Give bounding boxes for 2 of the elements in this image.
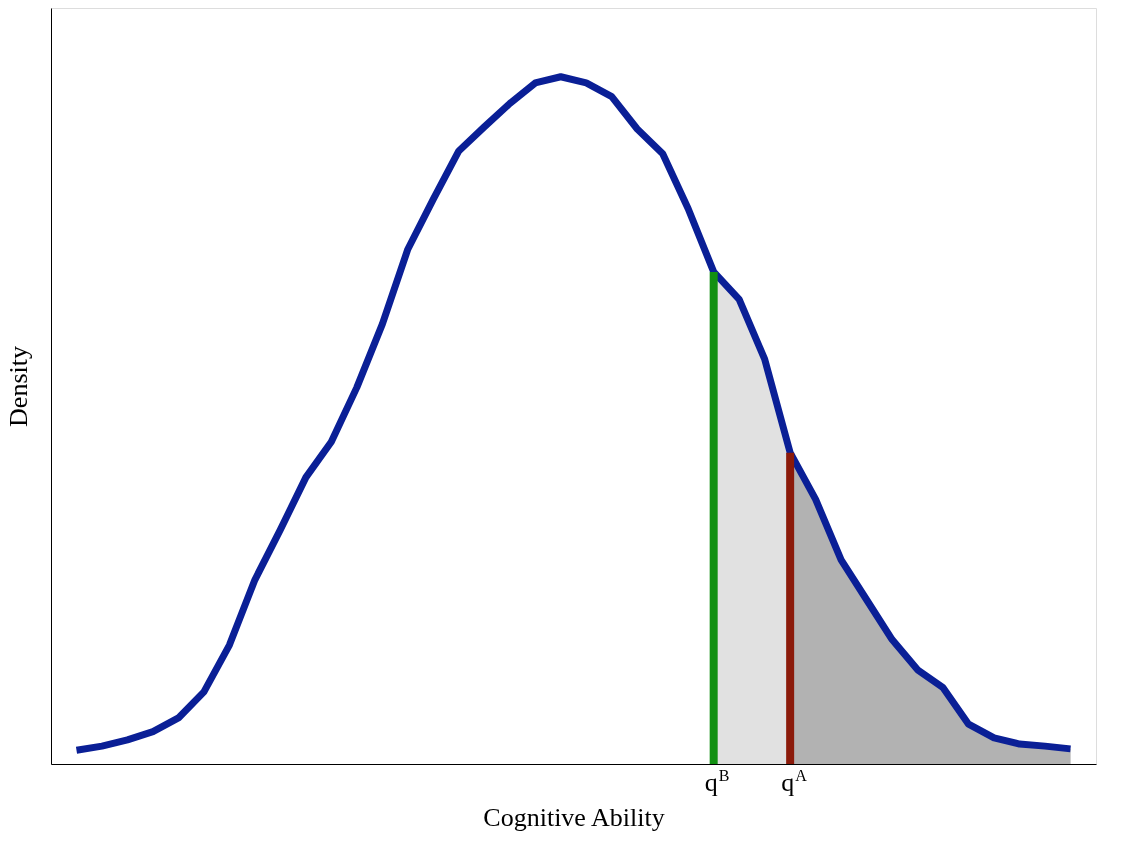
x-axis-title: Cognitive Ability xyxy=(483,802,665,832)
y-axis-title: Density xyxy=(3,346,33,427)
